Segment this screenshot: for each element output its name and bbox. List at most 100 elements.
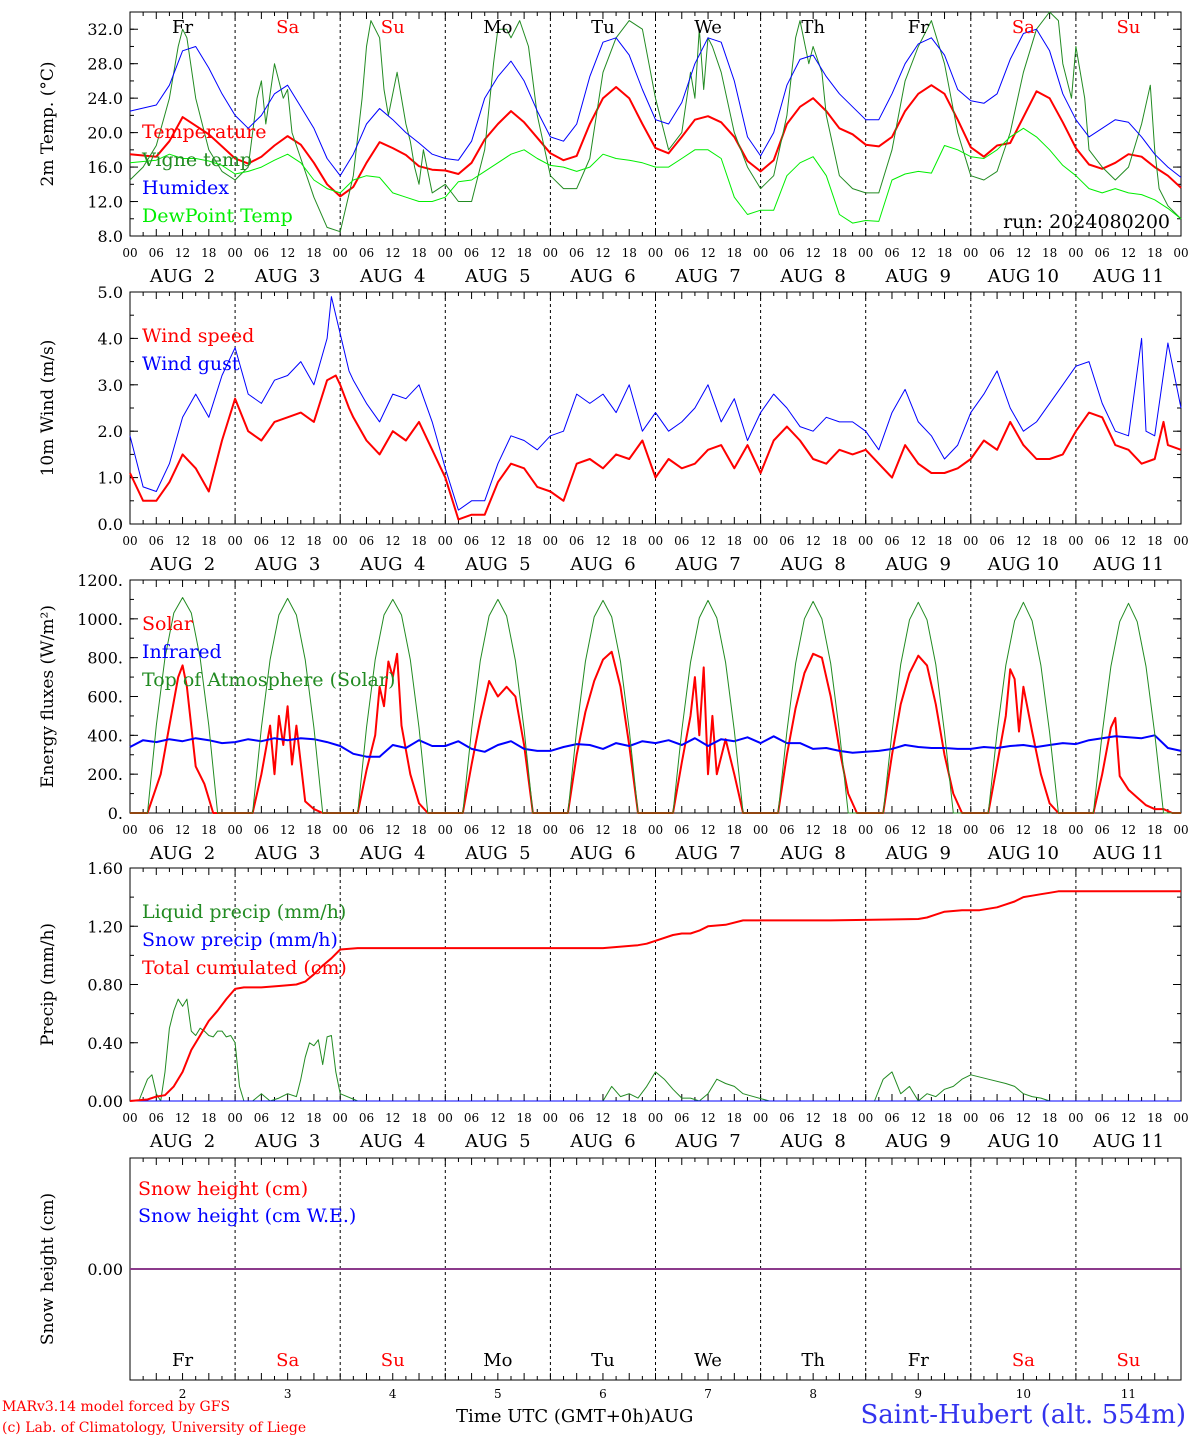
x-hour-label: 06	[989, 823, 1004, 837]
panel-wind: 0.0 1.0 2.0 3.0 4.0 5.0 10m Wind (m/s) 00 06 12 18…	[38, 283, 1189, 575]
x-day-label: AUG 2	[149, 554, 215, 575]
x-hour-label: 12	[175, 246, 190, 260]
x-day-label: AUG 2	[149, 843, 215, 864]
x-hour-label: 18	[622, 534, 637, 548]
x-day-label: AUG 10	[987, 554, 1059, 575]
day-number-label: 5	[494, 1387, 502, 1401]
x-day-label: AUG 3	[254, 554, 320, 575]
x-hour-label: 00	[963, 246, 978, 260]
x-day-label: AUG 4	[359, 843, 425, 864]
x-hour-label: 06	[149, 246, 164, 260]
weekday-label: Su	[1116, 17, 1140, 38]
x-hour-label: 12	[595, 534, 610, 548]
x-hour-label: 00	[438, 246, 453, 260]
y-tick-label: 400.	[87, 726, 123, 745]
x-hour-label: 00	[1068, 534, 1083, 548]
x-day-label: AUG 3	[254, 1131, 320, 1152]
y-tick-label: 5.0	[98, 283, 123, 302]
snow-weekday-label: Mo	[483, 1350, 512, 1371]
x-hour-label: 06	[989, 1111, 1004, 1125]
x-hour-label: 06	[779, 246, 794, 260]
snow-weekday-label: Su	[1116, 1350, 1140, 1371]
x-hour-label: 12	[280, 534, 295, 548]
x-hour-label: 00	[438, 1111, 453, 1125]
x-hour-label: 00	[333, 534, 348, 548]
x-hour-label: 06	[569, 1111, 584, 1125]
x-hour-label: 00	[648, 1111, 663, 1125]
y-tick-label: 2.0	[98, 422, 123, 441]
x-hour-label: 00	[858, 246, 873, 260]
run-label: run: 2024080200	[1003, 211, 1170, 233]
y-tick-label: 24.0	[87, 89, 123, 108]
x-hour-label: 12	[1016, 1111, 1031, 1125]
day-number-label: 6	[599, 1387, 607, 1401]
x-hour-label: 00	[543, 1111, 558, 1125]
x-hour-label: 06	[674, 246, 689, 260]
x-hour-label: 00	[1173, 246, 1188, 260]
x-hour-label: 18	[411, 1111, 426, 1125]
legend-entry: Snow height (cm)	[138, 1178, 308, 1200]
x-day-label: AUG 6	[569, 554, 635, 575]
y-tick-label: 1200.	[77, 571, 123, 590]
x-hour-label: 18	[937, 823, 952, 837]
x-hour-label: 12	[385, 823, 400, 837]
x-hour-label: 18	[937, 246, 952, 260]
snow-weekday-label: Sa	[276, 1350, 299, 1371]
x-hour-label: 18	[727, 823, 742, 837]
x-hour-label: 00	[1173, 1111, 1188, 1125]
x-day-label: AUG 4	[359, 554, 425, 575]
x-day-label: AUG 11	[1092, 266, 1164, 287]
legend-entry: Humidex	[142, 177, 229, 199]
x-hour-label: 06	[569, 246, 584, 260]
y-tick-label: 800.	[87, 649, 123, 668]
y-tick-label: 28.0	[87, 55, 123, 74]
x-hour-label: 00	[753, 1111, 768, 1125]
x-hour-label: 06	[359, 1111, 374, 1125]
day-number-label: 11	[1121, 1387, 1136, 1401]
x-hour-label: 18	[832, 1111, 847, 1125]
day-number-label: 2	[179, 1387, 187, 1401]
x-hour-label: 00	[227, 246, 242, 260]
snow-weekday-label: Sa	[1012, 1350, 1035, 1371]
x-hour-label: 06	[884, 534, 899, 548]
day-number-label: 10	[1016, 1387, 1031, 1401]
x-hour-label: 06	[464, 246, 479, 260]
snow-weekday-label: Fr	[908, 1350, 929, 1371]
y-tick-label: 1.60	[87, 859, 123, 878]
x-hour-label: 12	[911, 534, 926, 548]
x-day-label: AUG 9	[885, 554, 951, 575]
x-hour-label: 18	[937, 534, 952, 548]
legend-entry: Temperature	[142, 121, 266, 143]
x-hour-label: 18	[201, 823, 216, 837]
x-day-label: AUG 6	[569, 266, 635, 287]
series-line-wind-speed	[129, 374, 1182, 521]
weekday-label: We	[694, 17, 722, 38]
panel-frame	[129, 11, 1182, 237]
x-hour-label: 12	[806, 1111, 821, 1125]
x-hour-label: 18	[201, 534, 216, 548]
snow-weekday-label: Th	[801, 1350, 825, 1371]
x-hour-label: 06	[989, 246, 1004, 260]
legend-entry: Snow precip (mm/h)	[142, 929, 338, 951]
x-hour-label: 12	[700, 823, 715, 837]
x-hour-label: 18	[937, 1111, 952, 1125]
day-number-label: 7	[704, 1387, 712, 1401]
x-hour-label: 18	[201, 246, 216, 260]
x-hour-label: 06	[779, 534, 794, 548]
x-hour-label: 00	[858, 823, 873, 837]
x-hour-label: 12	[175, 823, 190, 837]
x-hour-label: 00	[648, 534, 663, 548]
legend-entry: Total cumulated (cm)	[142, 957, 347, 979]
y-axis-label: Precip (mm/h)	[38, 923, 58, 1046]
x-hour-label: 18	[727, 534, 742, 548]
weekday-label: Sa	[276, 17, 299, 38]
x-hour-label: 06	[884, 1111, 899, 1125]
panel-temp: 8.0 12.0 16.0 20.0 24.0 28.0 32.0 2m Temp. (°C)…	[38, 11, 1189, 287]
x-day-label: AUG 11	[1092, 554, 1164, 575]
x-hour-label: 06	[254, 246, 269, 260]
x-hour-label: 12	[911, 1111, 926, 1125]
x-hour-label: 06	[1095, 534, 1110, 548]
x-hour-label: 12	[385, 1111, 400, 1125]
x-hour-label: 06	[359, 534, 374, 548]
